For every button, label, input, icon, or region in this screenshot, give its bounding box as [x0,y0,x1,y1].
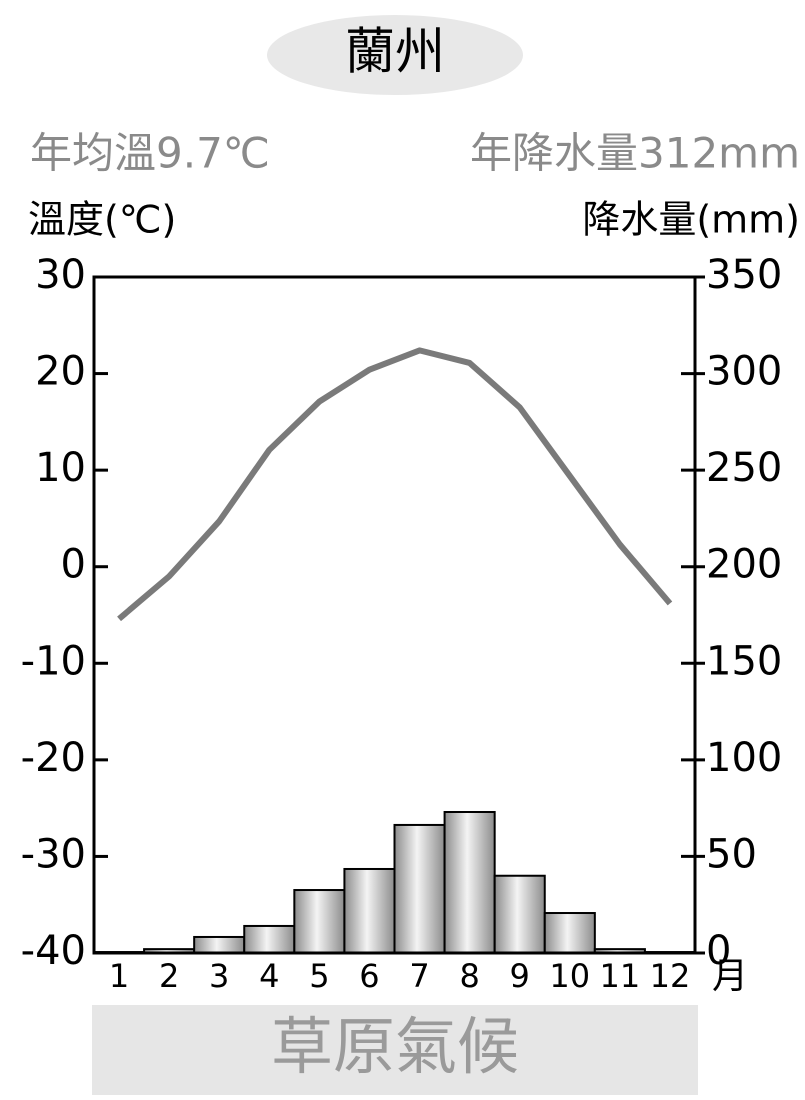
bar [193,935,246,954]
y2-tick-label: 0 [706,928,731,974]
y-tick-label: -20 [21,735,86,781]
y-tick-label: 10 [35,445,86,491]
x-tick-label: 10 [549,957,590,995]
x-tick-label: 4 [259,957,279,995]
bar [543,912,596,954]
x-tick-label: 5 [309,957,329,995]
bar [343,867,396,954]
y-tick-label: -10 [21,638,86,684]
bar [293,889,346,954]
caption-box [92,1005,698,1095]
x-tick-label: 7 [409,957,429,995]
temperature-line [117,347,673,622]
y-tick-label: 30 [35,252,86,298]
y2-tick-label: 200 [706,542,782,588]
bar [493,874,546,954]
y2-tick-label: 250 [706,445,782,491]
x-axis-label: 月 [712,956,748,997]
x-tick-label: 11 [600,957,641,995]
x-tick-label: 2 [159,957,179,995]
y-axis-label: 溫度(℃) [28,198,176,242]
bar [443,811,496,955]
x-tick-label: 12 [650,957,691,995]
annotation: 年降水量312mm [470,129,800,178]
y-tick-label: 20 [35,349,86,395]
x-tick-label: 9 [510,957,530,995]
y-tick-label: -40 [21,928,86,974]
y2-tick-label: 300 [706,349,782,395]
x-tick-label: 6 [359,957,379,995]
y2-tick-label: 50 [706,831,757,877]
plot-frame [92,275,697,955]
title-badge [267,15,523,95]
y2-axis-label: 降水量(mm) [582,198,800,242]
chart-title: 蘭州 [345,23,445,81]
y2-tick-label: 150 [706,638,782,684]
y2-tick-label: 100 [706,735,782,781]
y-tick-label: 0 [61,542,86,588]
x-tick-label: 3 [209,957,229,995]
y2-tick-label: 350 [706,252,782,298]
annotation: 年均溫9.7℃ [30,129,270,178]
x-tick-label: 1 [109,957,129,995]
x-tick-label: 8 [459,957,479,995]
caption: 草原氣候 [271,1010,519,1083]
bar [393,823,446,954]
bar [243,924,296,955]
y-tick-label: -30 [21,831,86,877]
